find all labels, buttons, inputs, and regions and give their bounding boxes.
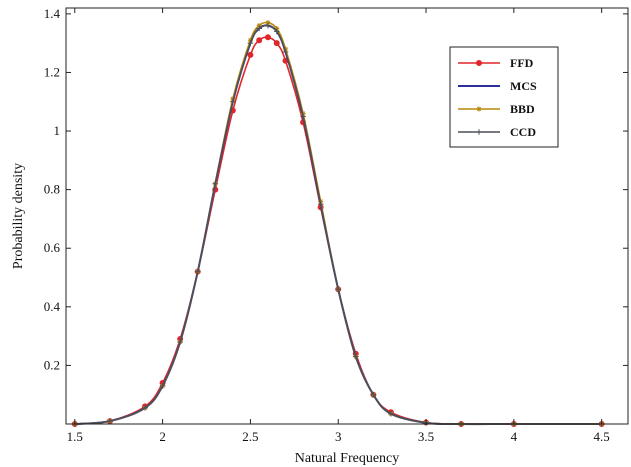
legend-label-ffd: FFD [510, 56, 534, 70]
legend-label-ccd: CCD [510, 125, 536, 139]
series-ccd-marker [212, 180, 219, 187]
series-ffd-marker [247, 51, 254, 58]
legend-ccd-marker [476, 129, 482, 135]
series-ccd-marker [352, 353, 359, 360]
y-tick-label: 1 [54, 123, 61, 138]
series-ccd-marker [159, 383, 166, 389]
legend: FFD MCS BBD CCD [449, 46, 559, 148]
series-ccd-marker [177, 339, 183, 345]
series-ffd-marker [273, 40, 280, 47]
series-ccd-marker [317, 201, 324, 208]
series-bbd-marker [247, 37, 253, 43]
series-ccd-marker [247, 40, 254, 46]
series-bbd-marker [283, 46, 289, 52]
series-ccd-marker [335, 286, 342, 293]
x-tick-label: 4.5 [594, 429, 610, 444]
y-tick-label: 1.2 [44, 64, 60, 79]
legend-label-bbd: BBD [510, 102, 535, 116]
legend-ffd-marker [475, 60, 482, 67]
legend-bbd-marker [476, 106, 482, 112]
x-tick-label: 4 [511, 429, 518, 444]
x-tick-label: 3.5 [418, 429, 434, 444]
series-ccd-marker [256, 25, 262, 32]
series-ccd-marker [265, 22, 271, 29]
series-ccd-marker [273, 28, 280, 35]
plot-frame [65, 7, 629, 425]
series-ffd-marker [256, 37, 263, 44]
series-ccd-marker [300, 113, 306, 120]
series-ccd-marker [230, 98, 236, 105]
legend-label-mcs: MCS [510, 79, 537, 93]
series-ccd-marker [142, 405, 148, 411]
series-ffd-marker [264, 34, 271, 41]
x-tick-label: 1.5 [67, 429, 83, 444]
x-tick-label: 3 [335, 429, 342, 444]
series-bbd-marker [274, 26, 280, 32]
series-ccd-marker [388, 410, 394, 417]
series-bbd-marker [256, 23, 262, 29]
series-ccd-marker [107, 418, 113, 424]
y-tick-label: 0.8 [44, 182, 60, 197]
series-ccd-marker [370, 391, 377, 398]
x-tick-label: 2.5 [242, 429, 258, 444]
series-layer [71, 20, 605, 427]
y-tick-label: 0.4 [44, 299, 61, 314]
y-tick-label: 0.2 [44, 357, 60, 372]
series-ccd-marker [282, 49, 289, 55]
x-tick-label: 2 [159, 429, 166, 444]
y-tick-label: 1.4 [44, 6, 61, 21]
axis-ticks: 1.5 2 2.5 3 3.5 4 4.5 0.2 0.4 0.6 0.8 1 1.2 1.4 [44, 6, 628, 444]
y-axis-label: Probability density [11, 163, 26, 269]
series-bbd-marker [265, 20, 271, 26]
series-ccd-marker [194, 268, 201, 275]
series-ccd [71, 22, 605, 427]
x-axis-label: Natural Frequency [295, 451, 400, 466]
y-tick-label: 0.6 [44, 240, 61, 255]
